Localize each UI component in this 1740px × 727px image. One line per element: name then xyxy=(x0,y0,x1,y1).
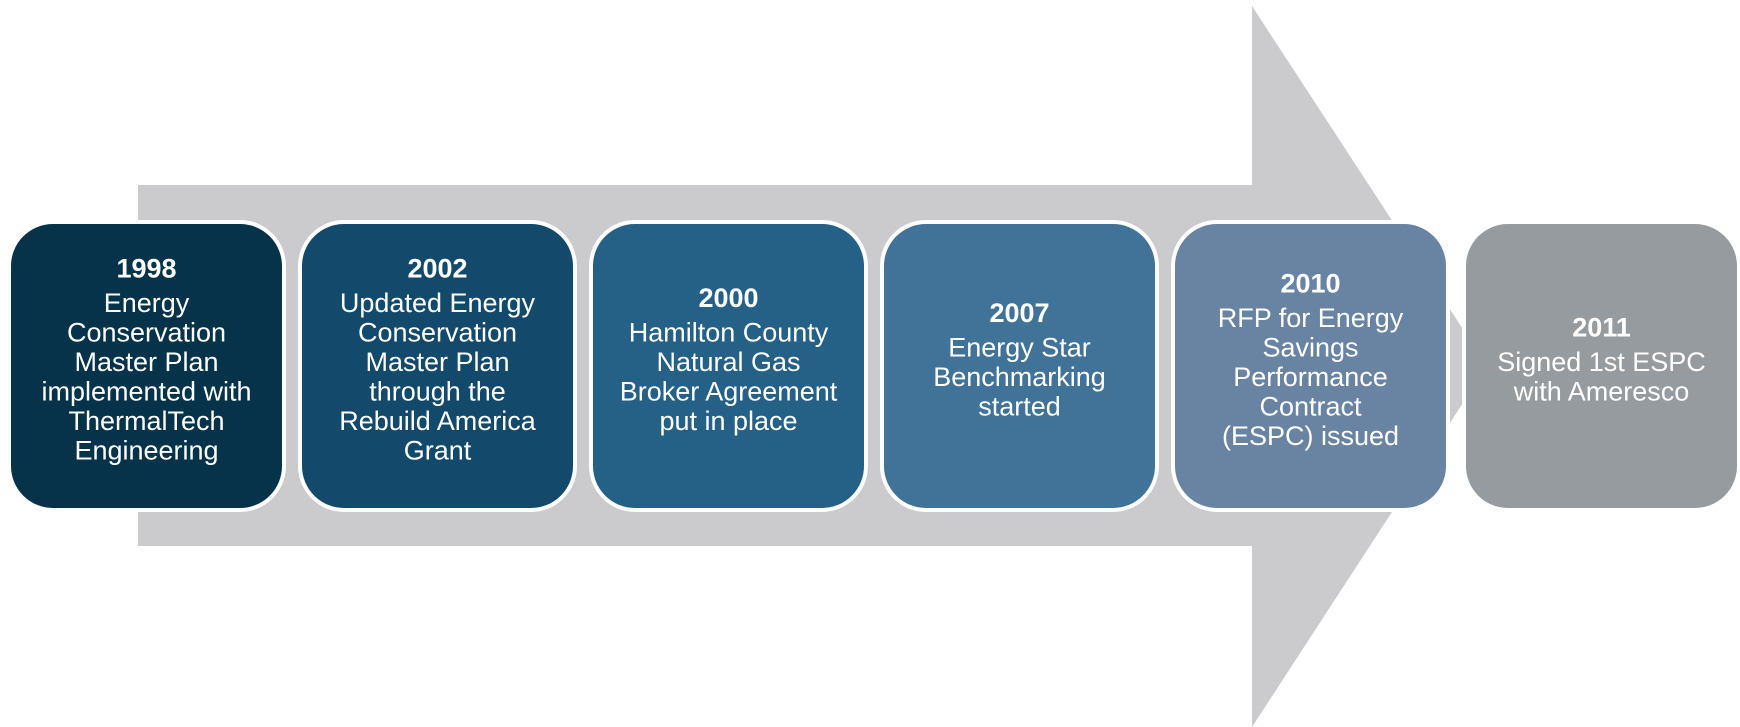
timeline-text: Conservation xyxy=(67,318,226,348)
timeline-text: through the xyxy=(369,377,506,407)
timeline-text: Hamilton County xyxy=(629,318,829,348)
timeline-text: Engineering xyxy=(74,436,218,466)
timeline-text: ThermalTech xyxy=(68,406,224,436)
timeline-text: (ESPC) issued xyxy=(1222,421,1399,451)
timeline-text: Performance xyxy=(1233,362,1388,392)
timeline-box xyxy=(7,220,286,512)
timeline-text: Broker Agreement xyxy=(620,377,838,407)
timeline-year: 2002 xyxy=(407,254,467,284)
timeline-text: Master Plan xyxy=(365,347,509,377)
timeline-text: implemented with xyxy=(41,377,251,407)
timeline-text: Savings xyxy=(1262,332,1358,362)
timeline-text: Energy xyxy=(104,288,190,318)
timeline-year: 2000 xyxy=(698,283,758,313)
timeline-text: Benchmarking xyxy=(933,362,1106,392)
timeline-year: 2011 xyxy=(1572,313,1631,343)
timeline-text: Master Plan xyxy=(74,347,218,377)
timeline-year: 1998 xyxy=(116,254,176,284)
timeline-text: Updated Energy xyxy=(340,288,536,318)
timeline-text: with Ameresco xyxy=(1513,377,1690,407)
timeline-text: Grant xyxy=(404,436,472,466)
timeline-box xyxy=(298,220,577,512)
timeline-year: 2007 xyxy=(989,298,1049,328)
timeline-box xyxy=(589,220,868,512)
timeline-text: Contract xyxy=(1259,391,1362,421)
timeline-text: Natural Gas xyxy=(656,347,800,377)
timeline-year: 2010 xyxy=(1280,268,1340,298)
timeline-box xyxy=(1171,220,1450,512)
timeline-text: started xyxy=(978,391,1061,421)
timeline-text: Signed 1st ESPC xyxy=(1497,347,1706,377)
timeline-text: RFP for Energy xyxy=(1218,303,1404,333)
timeline-text: put in place xyxy=(659,406,797,436)
timeline-text: Conservation xyxy=(358,318,517,348)
timeline-box xyxy=(1462,220,1740,512)
timeline-text: Energy Star xyxy=(948,332,1091,362)
timeline-text: Rebuild America xyxy=(339,406,537,436)
timeline-box xyxy=(880,220,1159,512)
